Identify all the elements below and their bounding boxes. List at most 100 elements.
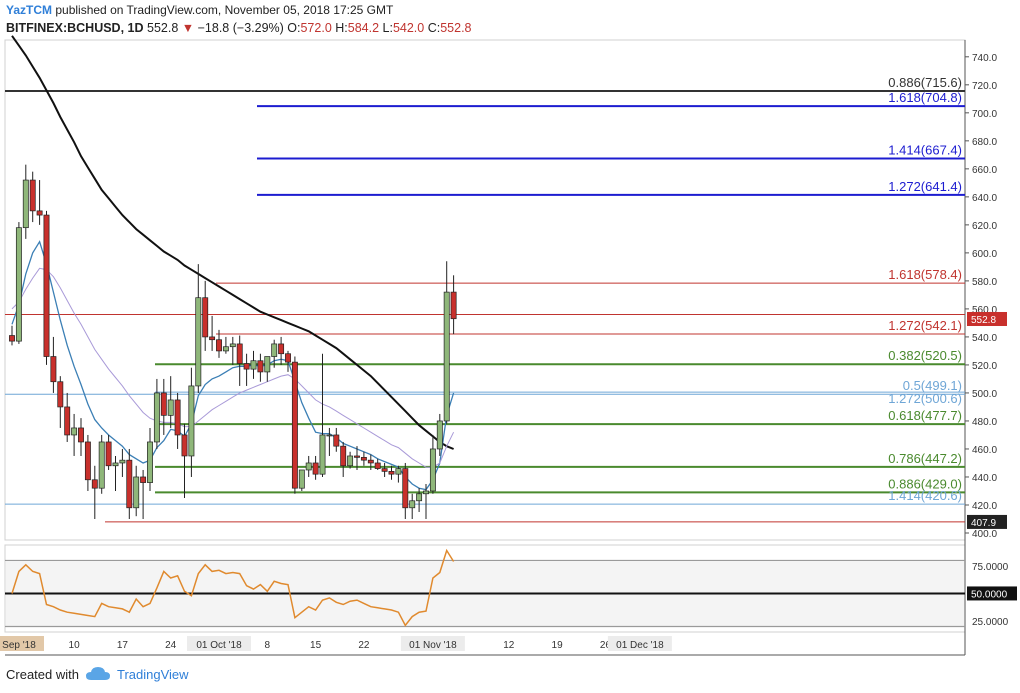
candle	[22, 164, 29, 239]
price-tick-label: 500.0	[972, 389, 997, 400]
candle-body	[388, 471, 395, 475]
time-tick-label: 01 Nov '18	[409, 640, 457, 651]
candle-body	[71, 427, 78, 436]
price-tick-label: 620.0	[972, 221, 997, 232]
candle-body	[126, 459, 133, 509]
candle-body	[243, 363, 250, 370]
candle	[243, 353, 250, 386]
candle-body	[409, 500, 416, 509]
candle-body	[312, 462, 319, 475]
candle	[291, 356, 298, 494]
price-tick-label: 420.0	[972, 501, 997, 512]
price-tick-label: 680.0	[972, 137, 997, 148]
price-change: −18.8 (−3.29%)	[197, 21, 284, 35]
candle	[333, 427, 340, 452]
candle-body	[271, 343, 278, 357]
candle	[36, 180, 43, 225]
price-tick-label: 700.0	[972, 109, 997, 120]
candle-body	[395, 468, 402, 475]
low-label: L:	[382, 21, 393, 35]
level-label: 1.618(704.8)	[888, 90, 962, 105]
open-value: 572.0	[300, 21, 332, 35]
candle-body	[278, 343, 285, 355]
time-tick-label: 26	[600, 640, 612, 651]
candle-body	[222, 346, 229, 352]
close-value: 552.8	[440, 21, 472, 35]
candle-body	[160, 392, 167, 416]
oscillator-tick-label: 25.0000	[972, 617, 1009, 628]
candle	[195, 264, 202, 393]
candle	[167, 376, 174, 428]
candle-body	[153, 392, 160, 443]
candle	[181, 423, 188, 498]
price-tick-label: 720.0	[972, 81, 997, 92]
candle-body	[381, 468, 388, 472]
candle	[209, 315, 216, 351]
price-tick-label: 480.0	[972, 417, 997, 428]
candle-body	[416, 493, 423, 502]
candle-body	[229, 343, 236, 348]
level-label: 0.382(520.5)	[888, 348, 962, 363]
candle	[133, 465, 140, 517]
candle	[450, 275, 457, 335]
price-tick-label: 440.0	[972, 473, 997, 484]
price-tick-label: 520.0	[972, 361, 997, 372]
author-name[interactable]: YazTCM	[6, 3, 53, 17]
level-label: 0.886(429.0)	[888, 476, 962, 491]
level-label: 1.414(667.4)	[888, 142, 962, 157]
candle-body	[450, 291, 457, 320]
tradingview-cloud-icon	[85, 667, 110, 680]
price-tick-label: 460.0	[972, 445, 997, 456]
low-price-badge-label: 407.9	[971, 518, 996, 529]
level-label: 1.272(641.4)	[888, 179, 962, 194]
candle-body	[105, 441, 112, 467]
candle-body	[291, 361, 298, 489]
candle-body	[423, 490, 429, 495]
time-tick-label: 01 Dec '18	[616, 640, 664, 651]
candle	[340, 441, 347, 477]
last-price: 552.8	[147, 21, 179, 35]
time-tick-label: 22	[358, 640, 370, 651]
candle-body	[354, 455, 360, 458]
candle	[271, 339, 278, 368]
oscillator-tick-label: 50.0000	[971, 589, 1008, 600]
level-label: 1.414(420.6)	[888, 488, 962, 503]
high-value: 584.2	[347, 21, 380, 35]
candle	[250, 350, 257, 379]
candle-body	[112, 462, 119, 467]
moving-average-line	[11, 240, 455, 491]
candle-body	[64, 406, 71, 436]
candle	[236, 335, 243, 386]
candle-body	[167, 399, 174, 416]
candle	[91, 465, 98, 519]
tradingview-brand[interactable]: TradingView	[116, 666, 189, 682]
candle-body	[84, 441, 91, 481]
candle	[98, 434, 105, 494]
publish-line: YazTCM published on TradingView.com, Nov…	[6, 3, 393, 17]
candle	[50, 336, 57, 393]
candle-body	[22, 179, 29, 229]
candle	[381, 462, 388, 477]
time-label-box	[187, 636, 251, 651]
moving-average-line	[11, 35, 454, 450]
candle	[264, 356, 271, 382]
level-label: 0.786(447.2)	[888, 451, 962, 466]
candle-body	[443, 291, 450, 422]
time-tick-label: 01 Oct '18	[196, 640, 242, 651]
candle-body	[298, 469, 305, 489]
candle	[409, 493, 416, 519]
candle-body	[202, 297, 209, 338]
time-tick-label: 15	[310, 640, 322, 651]
candle-body	[195, 297, 202, 387]
candle	[105, 434, 112, 470]
candle	[347, 451, 354, 469]
candle-body	[98, 441, 105, 489]
candle	[423, 483, 429, 519]
candle	[278, 336, 285, 365]
candle	[160, 378, 167, 435]
candle	[443, 261, 450, 424]
change-down-icon: ▼	[181, 21, 195, 35]
candle	[326, 427, 333, 456]
candle	[112, 455, 119, 491]
